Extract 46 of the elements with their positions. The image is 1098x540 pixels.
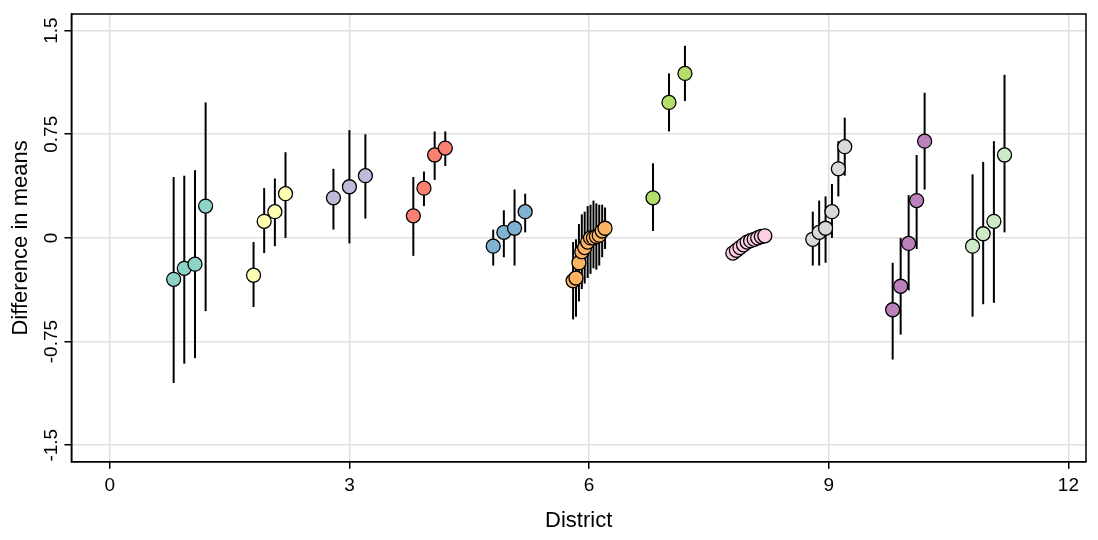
y-tick-label: -0.75 <box>39 319 61 364</box>
point <box>885 302 901 318</box>
point <box>893 278 909 294</box>
x-tick-label: 12 <box>1057 474 1079 496</box>
point <box>267 203 283 220</box>
point <box>187 256 203 272</box>
point <box>824 203 840 220</box>
point <box>830 161 846 177</box>
point <box>437 140 453 156</box>
point <box>325 190 342 206</box>
point <box>757 228 773 244</box>
y-tick-label: -1.5 <box>39 428 61 462</box>
point <box>517 203 533 220</box>
point <box>916 133 933 149</box>
point <box>901 235 917 252</box>
x-tick-label: 0 <box>104 474 116 496</box>
point <box>817 220 834 236</box>
point <box>357 168 374 184</box>
point <box>197 198 214 214</box>
x-tick-label: 9 <box>823 474 835 496</box>
x-tick-label: 3 <box>344 474 355 496</box>
point <box>964 238 981 254</box>
x-tick-label: 6 <box>583 474 595 496</box>
point <box>661 94 677 111</box>
x-axis-title: District <box>545 506 613 532</box>
y-tick-label: 1.5 <box>39 17 61 44</box>
point <box>996 147 1013 163</box>
y-axis-title: Difference in means <box>7 140 33 336</box>
point <box>986 213 1002 229</box>
y-tick-label: 0.75 <box>39 115 61 153</box>
point <box>837 139 853 155</box>
point <box>677 65 693 82</box>
y-tick-label: 0 <box>39 232 61 244</box>
point <box>245 267 262 283</box>
point <box>908 192 925 209</box>
point <box>166 271 182 288</box>
point <box>506 220 523 236</box>
point <box>277 186 294 202</box>
point <box>485 238 501 254</box>
point <box>975 226 991 242</box>
point <box>341 179 358 195</box>
point <box>416 180 432 196</box>
point <box>645 190 661 206</box>
point <box>256 213 272 229</box>
point <box>405 208 421 224</box>
point <box>427 147 443 163</box>
